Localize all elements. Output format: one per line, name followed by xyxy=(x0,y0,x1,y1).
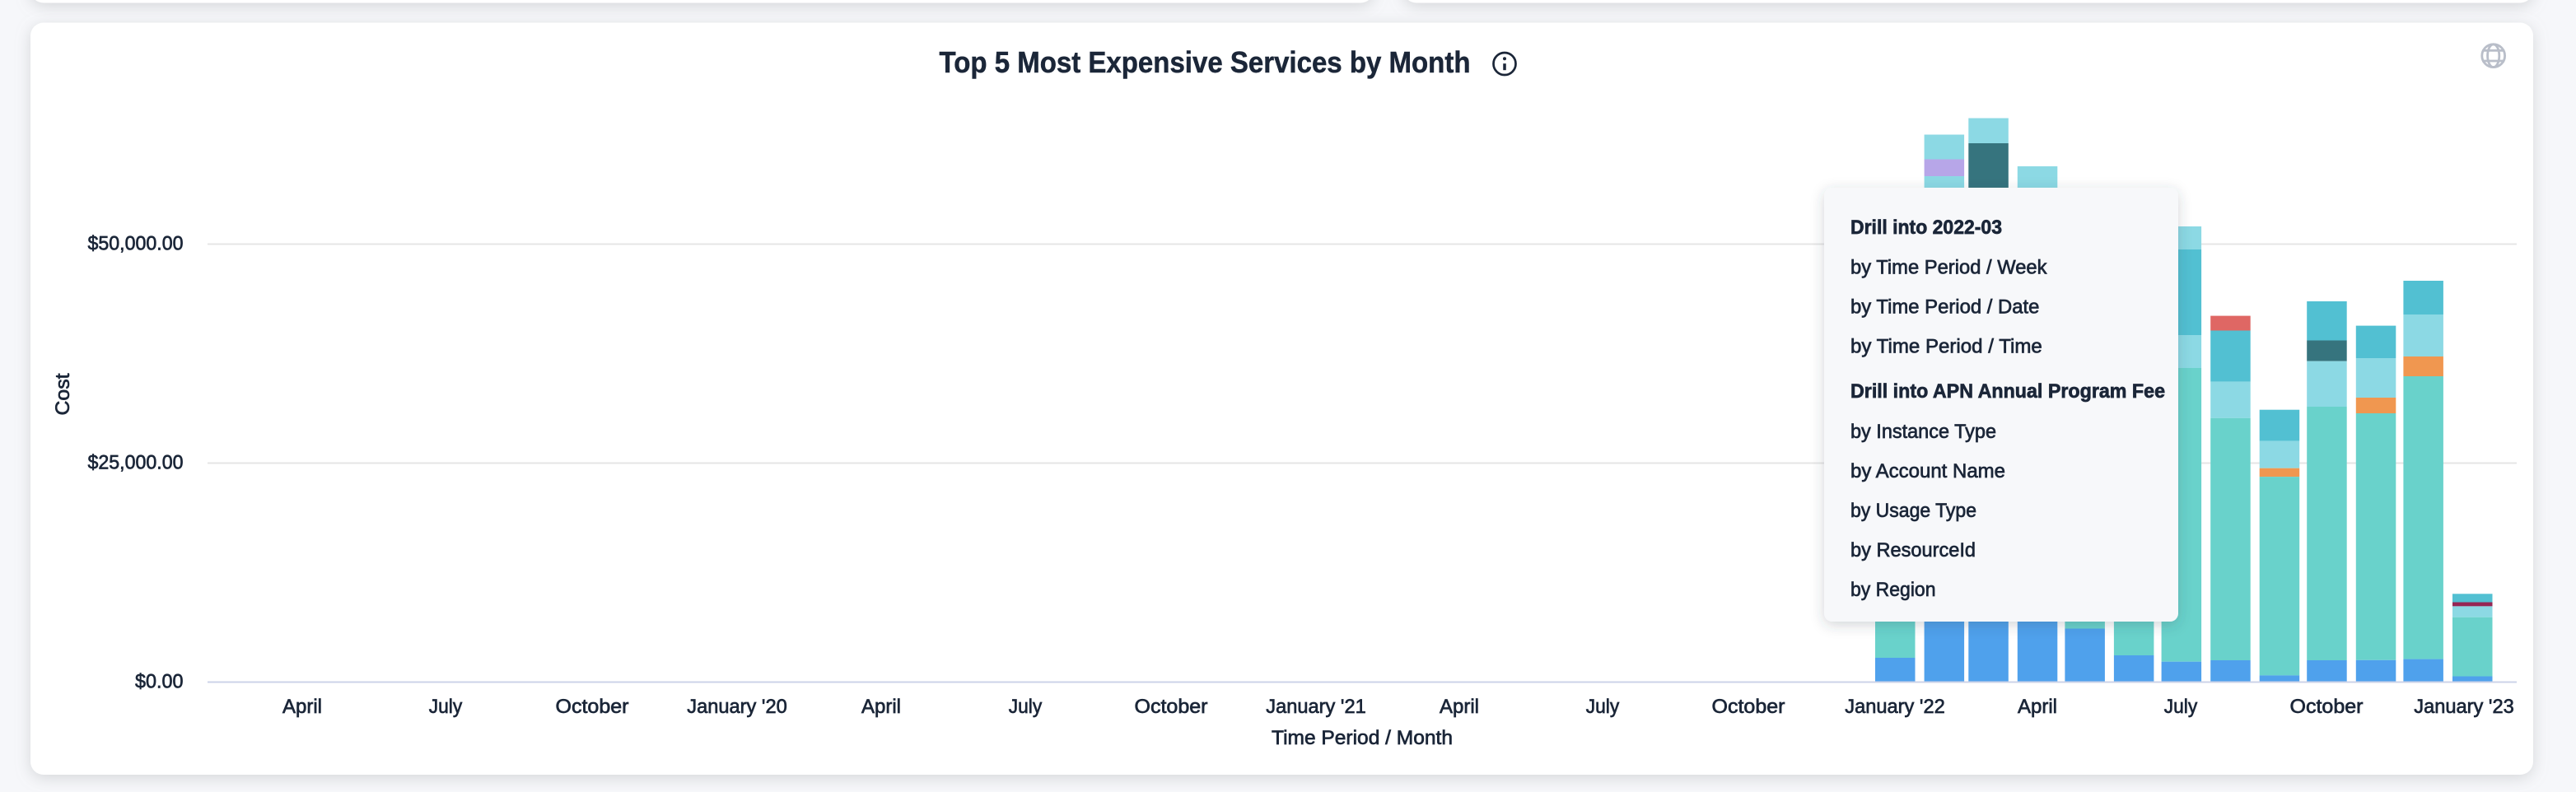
svg-text:April: April xyxy=(861,696,901,718)
svg-text:by ResourceId: by ResourceId xyxy=(1850,539,1976,561)
svg-text:by Usage Type: by Usage Type xyxy=(1850,500,1976,522)
svg-text:January '23: January '23 xyxy=(2414,696,2514,718)
svg-text:January '22: January '22 xyxy=(1845,696,1945,718)
svg-text:$0.00: $0.00 xyxy=(135,670,184,692)
svg-text:October: October xyxy=(556,696,629,718)
svg-text:$25,000.00: $25,000.00 xyxy=(88,451,184,473)
svg-text:April: April xyxy=(282,696,322,718)
svg-text:Time Period / Month: Time Period / Month xyxy=(1272,727,1453,749)
svg-text:Drill into 2022-03: Drill into 2022-03 xyxy=(1850,217,2002,239)
svg-text:July: July xyxy=(429,696,463,718)
svg-text:April: April xyxy=(1440,696,1479,718)
svg-text:by Time Period / Time: by Time Period / Time xyxy=(1850,336,2042,358)
svg-text:by Instance Type: by Instance Type xyxy=(1850,421,1996,443)
svg-text:October: October xyxy=(1135,696,1208,718)
svg-text:July: July xyxy=(2164,696,2198,718)
svg-text:Drill into APN Annual Program: Drill into APN Annual Program Fee xyxy=(1850,380,2165,403)
svg-text:by Time Period / Date: by Time Period / Date xyxy=(1850,296,2039,319)
svg-text:October: October xyxy=(1712,696,1785,718)
svg-text:July: July xyxy=(1586,696,1620,718)
svg-text:by Time Period / Week: by Time Period / Week xyxy=(1850,257,2047,279)
svg-text:Cost: Cost xyxy=(52,373,74,415)
svg-text:January '21: January '21 xyxy=(1266,696,1366,718)
svg-text:April: April xyxy=(2018,696,2057,718)
svg-text:by Account Name: by Account Name xyxy=(1850,460,2005,482)
svg-text:October: October xyxy=(2290,696,2364,718)
svg-text:Top 5 Most Expensive Services: Top 5 Most Expensive Services by Month xyxy=(940,45,1471,79)
svg-text:by Region: by Region xyxy=(1850,579,1936,601)
svg-text:July: July xyxy=(1009,696,1043,718)
svg-text:January '20: January '20 xyxy=(687,696,787,718)
svg-text:$50,000.00: $50,000.00 xyxy=(88,232,184,254)
